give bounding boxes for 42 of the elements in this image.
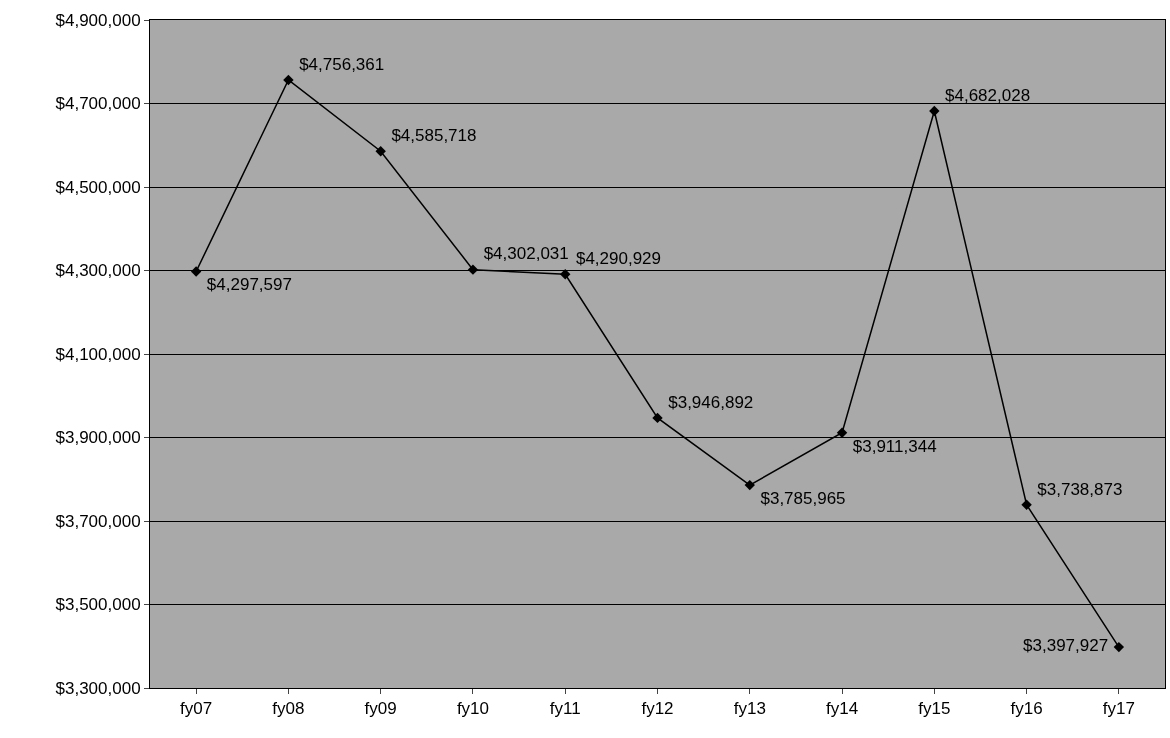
y-tick-label: $3,500,000 — [55, 595, 141, 615]
data-label: $4,297,597 — [202, 275, 297, 295]
point — [744, 479, 755, 491]
x-tick-label: fy07 — [180, 699, 213, 719]
x-tick-label: fy16 — [1010, 699, 1043, 719]
y-tick-label: $4,500,000 — [55, 177, 141, 197]
point — [836, 427, 848, 438]
y-tick-label: $4,900,000 — [55, 10, 141, 30]
y-tick-label: $3,300,000 — [55, 678, 141, 698]
y-tick-label: $4,700,000 — [55, 94, 141, 114]
y-tick-label: $3,700,000 — [55, 511, 141, 531]
data-label: $4,682,028 — [940, 85, 1035, 105]
data-label: $3,946,892 — [663, 392, 759, 412]
y-tick-label: $4,300,000 — [55, 261, 141, 281]
point — [1113, 641, 1125, 653]
x-tick-label: fy10 — [456, 699, 490, 719]
x-tick-label: fy09 — [364, 699, 397, 719]
data-label: $3,911,344 — [848, 436, 942, 456]
point — [190, 266, 202, 277]
point — [283, 74, 294, 86]
point — [652, 412, 663, 424]
data-label: $4,302,031 — [478, 244, 574, 264]
x-tick-label: fy15 — [918, 699, 951, 719]
x-tick-label: fy17 — [1102, 699, 1135, 719]
data-label: $3,397,927 — [1018, 636, 1113, 656]
data-label: $4,756,361 — [294, 54, 389, 74]
point — [375, 146, 386, 157]
point — [1021, 499, 1032, 510]
data-label: $4,585,718 — [386, 125, 482, 145]
data-label: $3,785,965 — [755, 488, 851, 508]
point — [929, 105, 940, 117]
x-tick-label: fy11 — [549, 699, 581, 719]
data-label: $3,738,873 — [1032, 479, 1128, 499]
y-tick-label: $3,900,000 — [55, 428, 141, 448]
data-label: $4,290,929 — [571, 249, 666, 269]
point — [467, 264, 479, 275]
y-tick-label: $4,100,000 — [55, 344, 141, 364]
x-tick-label: fy08 — [272, 699, 305, 719]
x-tick-label: fy14 — [825, 699, 859, 719]
x-tick-label: fy12 — [641, 699, 674, 719]
x-tick-label: fy13 — [733, 699, 766, 719]
point — [560, 269, 571, 280]
